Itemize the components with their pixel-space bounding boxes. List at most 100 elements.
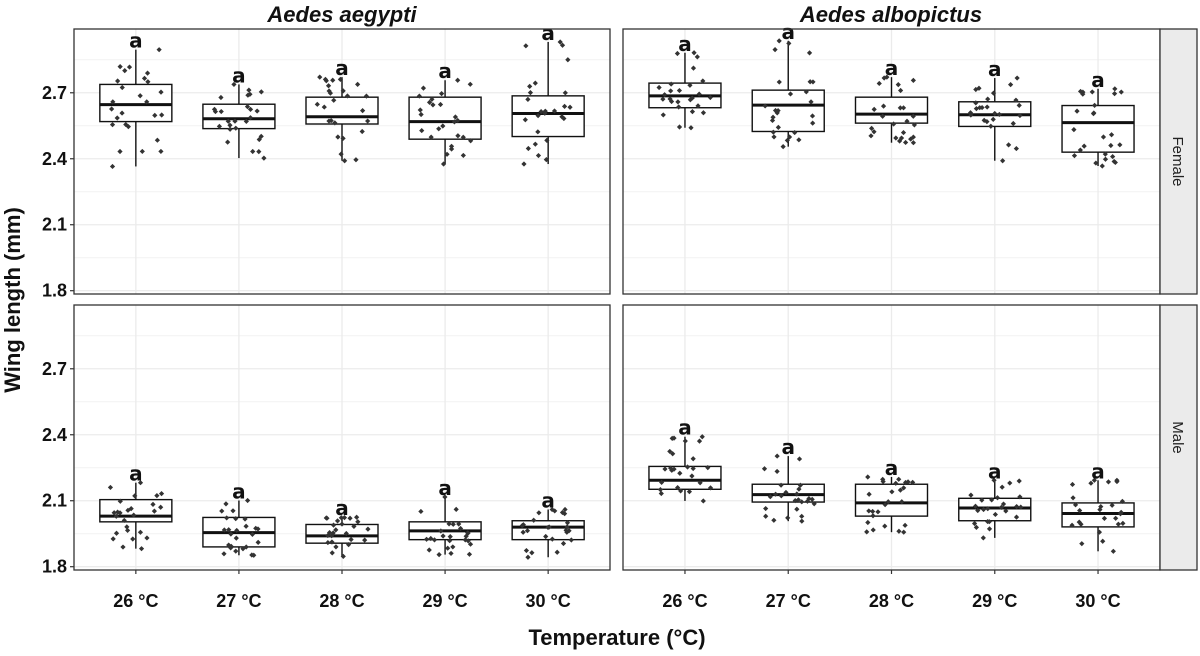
data-point [158,148,164,155]
y-tick-label: 1.8 [42,557,67,577]
data-point [560,540,567,547]
data-point [249,552,255,558]
data-point [796,486,802,492]
data-point [675,485,681,491]
data-point [460,134,466,140]
data-point [1007,480,1013,486]
data-point [811,501,817,507]
data-point [564,520,571,526]
data-point [783,489,789,496]
data-point [465,538,471,544]
data-point [544,137,550,143]
data-point [985,96,991,102]
data-point [463,533,469,539]
data-point [330,530,336,536]
data-point [660,112,666,118]
data-point [227,122,233,128]
data-point [667,448,673,455]
data-point [670,451,676,457]
data-point [671,435,677,441]
data-point [676,87,683,94]
data-point [233,535,239,541]
data-point [359,128,365,135]
data-point [999,484,1005,490]
data-point [439,91,445,97]
data-point [423,536,430,542]
data-point [891,121,897,127]
data-point [557,39,563,45]
data-point [418,508,424,515]
data-point [1079,541,1085,547]
data-point [771,134,777,140]
data-point [1091,110,1097,116]
data-point [866,508,872,514]
data-point [460,152,466,159]
data-point [144,70,151,76]
data-point [677,470,683,476]
data-point [117,64,123,70]
x-tick-label: 28 °C [869,591,914,611]
iqr-box [99,498,173,523]
data-point [1017,494,1023,500]
data-point [668,81,674,87]
data-point [806,496,812,502]
data-point [1099,163,1105,169]
data-point [1006,142,1012,148]
data-point [700,78,706,84]
data-point [705,464,711,471]
data-point [1119,498,1125,504]
data-point [968,492,974,498]
data-point [678,488,684,494]
data-point [256,136,262,143]
data-point [870,527,876,533]
data-point [253,525,259,531]
data-point [792,498,798,504]
data-point [1070,495,1076,501]
data-point [144,99,150,105]
data-point [1101,515,1108,521]
data-point [344,93,351,99]
data-point [317,74,323,80]
data-point [761,466,768,472]
data-point [552,508,558,514]
data-point [455,77,461,83]
data-point [659,479,665,485]
iqr-box [408,96,482,140]
data-point [885,499,891,505]
data-point [154,137,160,143]
data-point [1000,501,1007,507]
data-point [559,509,566,516]
data-point [691,50,697,56]
data-point [796,137,802,143]
data-point [1100,538,1106,544]
data-point [690,65,697,71]
data-point [245,497,251,504]
data-point [910,134,916,140]
data-point [1117,511,1124,517]
data-point [910,479,916,485]
data-point [792,129,798,136]
data-point [109,122,116,128]
significance-letter: a [988,459,1002,483]
data-point [520,529,526,535]
data-point [228,531,234,537]
data-point [1109,502,1115,508]
data-point [700,110,707,116]
significance-letter: a [781,435,795,459]
data-point [117,510,123,516]
data-point [527,90,534,96]
data-point [772,491,779,497]
data-point [808,99,814,105]
data-point [436,552,442,558]
data-point [973,106,979,112]
data-point [986,526,993,532]
data-point [232,118,238,124]
data-point [258,133,264,139]
data-point [521,161,527,167]
data-point [334,518,341,524]
data-point [159,112,165,118]
x-tick-label: 29 °C [422,591,467,611]
data-point [864,529,870,535]
data-point [325,83,332,89]
data-point [1091,477,1097,483]
